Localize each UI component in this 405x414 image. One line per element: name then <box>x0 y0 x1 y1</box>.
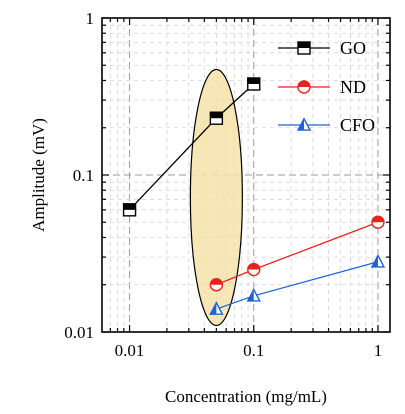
x-tick-label: 0.01 <box>115 341 145 360</box>
data-point <box>209 111 224 125</box>
data-point <box>297 80 311 94</box>
legend-label: CFO <box>340 115 375 135</box>
grid-lines <box>102 18 390 332</box>
series-go <box>122 77 261 217</box>
series-line <box>216 261 379 310</box>
legend-label: GO <box>340 38 366 58</box>
marker-outline <box>122 203 137 217</box>
data-point <box>122 203 137 217</box>
marker-outline <box>370 253 386 268</box>
marker-outline <box>247 262 261 277</box>
series-cfo <box>209 253 386 315</box>
data-point <box>371 215 385 229</box>
marker-fill <box>247 77 260 84</box>
data-point <box>370 253 386 268</box>
marker-fill <box>123 203 136 210</box>
marker-outline <box>296 117 312 131</box>
y-tick-label: 0.01 <box>64 323 94 342</box>
legend: GO ND CFO <box>278 38 375 135</box>
marker-outline <box>209 111 224 125</box>
y-axis-label: Amplitude (mV) <box>29 118 48 232</box>
tick-labels: 0.01 0.1 1 0.01 0.1 1 <box>64 9 382 360</box>
marker-fill <box>298 42 310 48</box>
x-tick-label: 0.1 <box>243 341 264 360</box>
x-axis-label: Concentration (mg/mL) <box>165 387 327 406</box>
marker-outline <box>371 215 385 229</box>
data-point <box>296 117 312 131</box>
y-tick-label: 1 <box>86 9 95 28</box>
marker-outline <box>297 41 311 55</box>
marker-fill <box>210 112 223 119</box>
series-group <box>122 77 386 315</box>
data-point <box>209 301 224 315</box>
data-point <box>247 262 261 277</box>
series-nd <box>209 215 385 292</box>
legend-item-cfo: CFO <box>278 115 375 135</box>
legend-label: ND <box>340 77 366 97</box>
highlight-ellipse <box>189 68 243 327</box>
marker-outline <box>297 80 311 94</box>
marker-outline <box>209 278 224 292</box>
highlight-ellipse-group <box>189 68 243 327</box>
legend-item-go: GO <box>278 38 366 58</box>
data-point <box>247 77 261 91</box>
marker-outline <box>209 301 224 315</box>
axis-ticks <box>102 17 390 333</box>
y-tick-label: 0.1 <box>73 166 94 185</box>
marker-outline <box>247 77 261 91</box>
marker-outline <box>246 288 261 302</box>
data-point <box>297 41 311 55</box>
data-point <box>246 288 261 302</box>
x-tick-label: 1 <box>374 341 383 360</box>
legend-item-nd: ND <box>278 77 366 97</box>
data-point <box>209 278 224 292</box>
